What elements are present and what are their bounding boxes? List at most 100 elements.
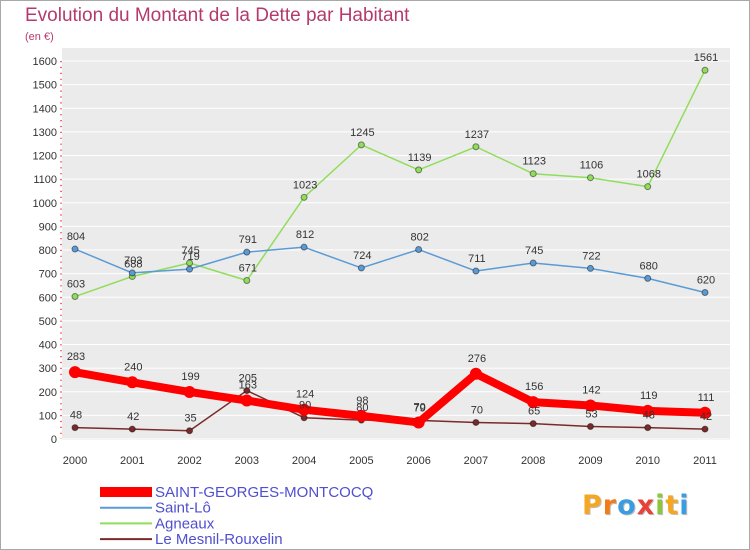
- legend-item-agneaux: Agneaux: [100, 515, 215, 532]
- y-tick-label: 1600: [33, 56, 57, 68]
- y-tick-label: 1000: [33, 198, 57, 210]
- data-point: [644, 183, 652, 191]
- legend-item-saint-georges-montcocq: SAINT-GEORGES-MONTCOCQ: [100, 484, 373, 501]
- data-point: [472, 418, 480, 426]
- data-label: 70: [414, 401, 426, 413]
- data-point: [355, 409, 368, 422]
- data-point: [529, 170, 537, 178]
- data-point: [300, 193, 308, 201]
- y-tick-label: 800: [39, 245, 57, 257]
- x-tick-label: 2010: [635, 455, 659, 467]
- x-tick-label: 2006: [406, 455, 430, 467]
- data-label: 79: [414, 402, 426, 414]
- data-point: [243, 276, 251, 284]
- y-tick-label: 200: [39, 387, 57, 399]
- data-label: 1106: [580, 160, 604, 172]
- y-tick-label: 700: [39, 269, 57, 281]
- data-label: 48: [643, 410, 655, 422]
- legend-label: Le Mesnil-Rouxelin: [155, 531, 283, 548]
- data-label: 70: [471, 404, 483, 416]
- y-tick-label: 1300: [33, 127, 57, 139]
- data-label: 163: [239, 379, 257, 391]
- x-tick-label: 2000: [63, 455, 87, 467]
- data-point: [186, 259, 194, 267]
- data-point: [298, 403, 311, 416]
- logo-letter: x: [636, 490, 656, 521]
- x-tick-label: 2004: [292, 455, 316, 467]
- data-label: 724: [353, 250, 371, 262]
- data-label: 42: [700, 411, 712, 423]
- data-label: 1245: [350, 127, 374, 139]
- data-label: 802: [410, 232, 428, 244]
- data-point: [472, 143, 480, 151]
- data-point: [183, 385, 196, 398]
- chart-title: Evolution du Montant de la Dette par Hab…: [25, 5, 410, 26]
- y-tick-label: 600: [39, 292, 57, 304]
- data-label: 722: [582, 250, 600, 262]
- data-label: 283: [67, 351, 85, 363]
- data-point: [71, 245, 79, 253]
- data-label: 98: [356, 395, 368, 407]
- data-point: [71, 293, 79, 301]
- data-label: 142: [582, 384, 600, 396]
- data-label: 240: [124, 361, 142, 373]
- series-saint-lo: [71, 243, 709, 297]
- data-point: [469, 367, 482, 380]
- data-label: 65: [528, 406, 540, 418]
- y-tick-label: 0: [51, 434, 57, 446]
- data-label: 80: [356, 402, 368, 414]
- data-label: 53: [585, 408, 597, 420]
- data-label: 804: [67, 231, 85, 243]
- data-label: 1237: [465, 129, 489, 141]
- data-label: 688: [124, 258, 142, 270]
- data-label: 35: [184, 413, 196, 425]
- data-point: [186, 427, 194, 435]
- legend-item-saint-lo: Saint-Lô: [100, 500, 211, 517]
- data-point: [644, 424, 652, 432]
- logo-letter: r: [602, 490, 618, 521]
- x-axis: 2000 2001 2002 2003 2004 2005 2006 2007 2008 2009…: [63, 455, 717, 467]
- data-point: [126, 376, 139, 389]
- data-point: [529, 420, 537, 428]
- x-tick-label: 2009: [578, 455, 602, 467]
- data-label: 711: [468, 253, 486, 265]
- data-label: 1561: [694, 52, 718, 64]
- gridlines: [62, 60, 730, 440]
- data-label: 124: [296, 389, 314, 401]
- y-axis: 0 100 200 300 400 500 600 700 800 900 1000 1100 1200…: [33, 56, 62, 446]
- data-point: [699, 406, 711, 419]
- data-point: [701, 425, 709, 433]
- y-tick-label: 100: [39, 410, 57, 422]
- data-label: 745: [181, 245, 199, 257]
- series-line-agneaux: [74, 69, 706, 298]
- data-point: [128, 269, 136, 277]
- x-tick-label: 2008: [521, 455, 545, 467]
- data-point: [584, 399, 597, 412]
- data-point: [527, 396, 540, 409]
- data-point: [300, 243, 308, 251]
- y-tick-label: 1500: [33, 80, 57, 92]
- data-label: 1068: [636, 169, 660, 181]
- legend-label: Agneaux: [155, 515, 215, 532]
- data-point: [415, 166, 423, 174]
- x-tick-label: 2005: [349, 455, 373, 467]
- y-tick-label: 400: [39, 340, 57, 352]
- data-point: [357, 141, 365, 149]
- data-point: [357, 264, 365, 272]
- data-label: 791: [239, 234, 257, 246]
- data-point: [701, 66, 709, 74]
- data-label: 205: [239, 373, 257, 385]
- logo-letter: i: [655, 490, 666, 521]
- data-label: 1123: [522, 156, 546, 168]
- data-point: [186, 265, 194, 273]
- logo-letter: o: [617, 490, 637, 521]
- y-tick-label: 900: [39, 221, 57, 233]
- data-point: [69, 366, 81, 379]
- legend-item-le-mesnil-rouxelin: Le Mesnil-Rouxelin: [100, 531, 283, 548]
- data-point: [243, 248, 251, 256]
- data-label: 603: [67, 279, 85, 291]
- y-tick-label: 300: [39, 363, 57, 375]
- series-lines: [69, 66, 711, 435]
- y-tick-label: 1100: [33, 174, 57, 186]
